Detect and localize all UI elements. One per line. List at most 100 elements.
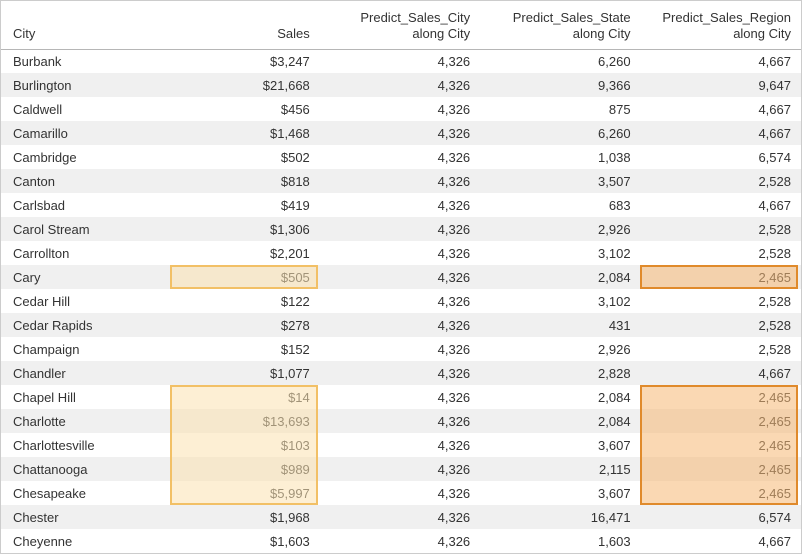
cell-sales: $1,968 <box>169 505 319 529</box>
cell-predict-region: 2,465 <box>641 409 801 433</box>
cell-city: Charlotte <box>1 409 169 433</box>
table-row[interactable]: Burbank$3,2474,3266,2604,667 <box>1 49 801 73</box>
cell-sales: $2,201 <box>169 241 319 265</box>
table-row[interactable]: Cedar Hill$1224,3263,1022,528 <box>1 289 801 313</box>
cell-predict-city: 4,326 <box>320 97 480 121</box>
table-row[interactable]: Charlotte$13,6934,3262,0842,465 <box>1 409 801 433</box>
cell-predict-state: 2,084 <box>480 265 640 289</box>
cell-city: Burbank <box>1 49 169 73</box>
cell-predict-state: 2,926 <box>480 337 640 361</box>
table-row[interactable]: Chester$1,9684,32616,4716,574 <box>1 505 801 529</box>
table-row[interactable]: Chesapeake$5,9974,3263,6072,465 <box>1 481 801 505</box>
cell-sales: $14 <box>169 385 319 409</box>
cell-predict-city: 4,326 <box>320 193 480 217</box>
cell-predict-city: 4,326 <box>320 433 480 457</box>
cell-predict-state: 1,603 <box>480 529 640 553</box>
header-predict-city[interactable]: Predict_Sales_Cityalong City <box>320 1 480 49</box>
cell-city: Chester <box>1 505 169 529</box>
cell-predict-region: 2,465 <box>641 433 801 457</box>
cell-predict-state: 9,366 <box>480 73 640 97</box>
cell-predict-region: 2,465 <box>641 385 801 409</box>
table-row[interactable]: Carlsbad$4194,3266834,667 <box>1 193 801 217</box>
cell-sales: $3,247 <box>169 49 319 73</box>
table-viewport: City Sales Predict_Sales_Cityalong City … <box>0 0 802 554</box>
cell-predict-city: 4,326 <box>320 313 480 337</box>
cell-city: Chandler <box>1 361 169 385</box>
cell-predict-region: 2,528 <box>641 313 801 337</box>
cell-predict-city: 4,326 <box>320 73 480 97</box>
cell-sales: $5,997 <box>169 481 319 505</box>
header-predict-region[interactable]: Predict_Sales_Regionalong City <box>641 1 801 49</box>
table-row[interactable]: Champaign$1524,3262,9262,528 <box>1 337 801 361</box>
table-row[interactable]: Chandler$1,0774,3262,8284,667 <box>1 361 801 385</box>
table-row[interactable]: Caldwell$4564,3268754,667 <box>1 97 801 121</box>
cell-predict-city: 4,326 <box>320 145 480 169</box>
cell-predict-region: 2,528 <box>641 289 801 313</box>
cell-city: Canton <box>1 169 169 193</box>
header-predict-region-l1: Predict_Sales_Region <box>662 10 791 25</box>
cell-sales: $122 <box>169 289 319 313</box>
table-row[interactable]: Cheyenne$1,6034,3261,6034,667 <box>1 529 801 553</box>
table-row[interactable]: Camarillo$1,4684,3266,2604,667 <box>1 121 801 145</box>
table-row[interactable]: Carrollton$2,2014,3263,1022,528 <box>1 241 801 265</box>
cell-predict-region: 6,574 <box>641 505 801 529</box>
cell-sales: $152 <box>169 337 319 361</box>
cell-predict-state: 2,926 <box>480 217 640 241</box>
cell-predict-city: 4,326 <box>320 217 480 241</box>
table-body: Burbank$3,2474,3266,2604,667Burlington$2… <box>1 49 801 554</box>
table-row[interactable]: Burlington$21,6684,3269,3669,647 <box>1 73 801 97</box>
cell-predict-city: 4,326 <box>320 529 480 553</box>
cell-predict-state: 2,115 <box>480 457 640 481</box>
cell-predict-state: 6,260 <box>480 121 640 145</box>
cell-sales: $818 <box>169 169 319 193</box>
cell-predict-region: 2,528 <box>641 217 801 241</box>
cell-predict-region: 2,528 <box>641 241 801 265</box>
cell-predict-region: 4,667 <box>641 49 801 73</box>
cell-city: Carrollton <box>1 241 169 265</box>
cell-predict-state: 1,038 <box>480 145 640 169</box>
header-city[interactable]: City <box>1 1 169 49</box>
cell-sales: $419 <box>169 193 319 217</box>
cell-city: Cambridge <box>1 145 169 169</box>
cell-sales: $278 <box>169 313 319 337</box>
cell-city: Caldwell <box>1 97 169 121</box>
cell-predict-state: 3,102 <box>480 289 640 313</box>
table-row[interactable]: Cambridge$5024,3261,0386,574 <box>1 145 801 169</box>
cell-predict-state: 2,084 <box>480 409 640 433</box>
cell-predict-region: 9,647 <box>641 73 801 97</box>
cell-predict-region: 4,667 <box>641 97 801 121</box>
cell-sales: $103 <box>169 433 319 457</box>
table-row[interactable]: Chapel Hill$144,3262,0842,465 <box>1 385 801 409</box>
cell-sales: $13,693 <box>169 409 319 433</box>
header-predict-state-l2: along City <box>573 26 631 41</box>
cell-predict-city: 4,326 <box>320 289 480 313</box>
cell-city: Champaign <box>1 337 169 361</box>
cell-city: Chattanooga <box>1 457 169 481</box>
cell-predict-state: 3,507 <box>480 169 640 193</box>
cell-city: Burlington <box>1 73 169 97</box>
cell-predict-city: 4,326 <box>320 385 480 409</box>
cell-predict-city: 4,326 <box>320 241 480 265</box>
cell-sales: $1,306 <box>169 217 319 241</box>
table-row[interactable]: Chattanooga$9894,3262,1152,465 <box>1 457 801 481</box>
cell-predict-region: 2,465 <box>641 457 801 481</box>
table-row[interactable]: Cedar Rapids$2784,3264312,528 <box>1 313 801 337</box>
cell-predict-region: 2,465 <box>641 265 801 289</box>
cell-predict-city: 4,326 <box>320 481 480 505</box>
cell-predict-region: 2,465 <box>641 481 801 505</box>
sales-table: City Sales Predict_Sales_Cityalong City … <box>1 1 801 554</box>
table-row[interactable]: Canton$8184,3263,5072,528 <box>1 169 801 193</box>
header-sales[interactable]: Sales <box>169 1 319 49</box>
cell-sales: $21,668 <box>169 73 319 97</box>
cell-sales: $1,468 <box>169 121 319 145</box>
table-row[interactable]: Carol Stream$1,3064,3262,9262,528 <box>1 217 801 241</box>
cell-predict-city: 4,326 <box>320 409 480 433</box>
header-predict-state[interactable]: Predict_Sales_Statealong City <box>480 1 640 49</box>
cell-sales: $1,603 <box>169 529 319 553</box>
cell-sales: $456 <box>169 97 319 121</box>
table-row[interactable]: Charlottesville$1034,3263,6072,465 <box>1 433 801 457</box>
cell-predict-city: 4,326 <box>320 337 480 361</box>
table-row[interactable]: Cary$5054,3262,0842,465 <box>1 265 801 289</box>
cell-predict-state: 431 <box>480 313 640 337</box>
cell-predict-city: 4,326 <box>320 505 480 529</box>
